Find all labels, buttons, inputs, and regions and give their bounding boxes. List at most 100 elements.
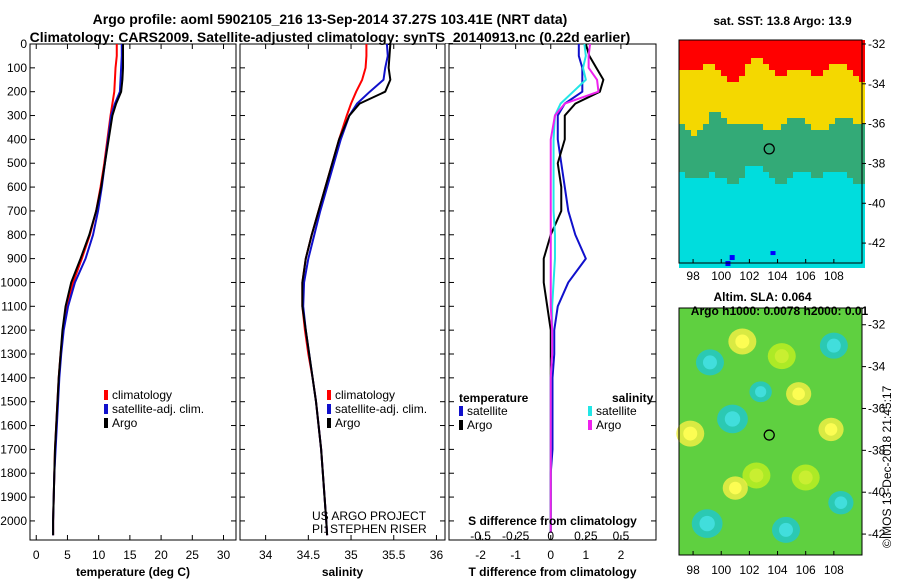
- sst-cell: [739, 58, 745, 64]
- sst-cell: [703, 220, 709, 226]
- sst-cell: [775, 244, 781, 250]
- sst-cell: [799, 130, 805, 136]
- sst-cell: [805, 172, 811, 178]
- sst-cell: [829, 244, 835, 250]
- sst-cell: [685, 166, 691, 172]
- sst-cell: [841, 250, 847, 256]
- sst-cell: [697, 196, 703, 202]
- temperature-xtick-label: 25: [186, 548, 200, 562]
- sst-cell: [769, 190, 775, 196]
- sst-cell: [781, 82, 787, 88]
- sst-cell: [829, 70, 835, 76]
- depth-tick-label: 400: [7, 132, 27, 146]
- depth-tick-label: 1700: [0, 442, 27, 456]
- sst-cell: [775, 130, 781, 136]
- sst-cell: [721, 232, 727, 238]
- sst-cell: [847, 256, 853, 262]
- sst-cell: [829, 58, 835, 64]
- sst-cell: [751, 196, 757, 202]
- sst-cell: [805, 238, 811, 244]
- sst-cell: [781, 190, 787, 196]
- sst-cell: [829, 178, 835, 184]
- sst-cell: [793, 148, 799, 154]
- sst-cell: [739, 148, 745, 154]
- temperature-xlabel: temperature (deg C): [76, 565, 190, 579]
- sst-cell: [769, 262, 775, 268]
- sst-cell: [847, 118, 853, 124]
- sst-cell: [679, 40, 685, 46]
- sst-cell: [697, 58, 703, 64]
- sst-cell: [781, 76, 787, 82]
- sst-cell: [703, 160, 709, 166]
- sst-cell: [697, 64, 703, 70]
- sst-cell: [817, 262, 823, 268]
- sst-cell: [841, 118, 847, 124]
- sst-cell: [775, 154, 781, 160]
- sst-cell: [757, 220, 763, 226]
- sst-cell: [685, 250, 691, 256]
- sst-cell: [805, 154, 811, 160]
- sst-cell: [817, 178, 823, 184]
- sst-cell: [703, 190, 709, 196]
- sst-cell: [805, 256, 811, 262]
- salinity-xtick-label: 36: [430, 548, 444, 562]
- sst-cell: [817, 70, 823, 76]
- sst-cell: [853, 118, 859, 124]
- sst-cell: [733, 40, 739, 46]
- sst-cell: [835, 64, 841, 70]
- sst-cell: [817, 220, 823, 226]
- sst-cell: [727, 46, 733, 52]
- depth-tick-label: 1800: [0, 466, 27, 480]
- sst-cell: [817, 100, 823, 106]
- sst-cell: [805, 202, 811, 208]
- sst-cell: [853, 130, 859, 136]
- sst-cell: [823, 250, 829, 256]
- sst-cell: [787, 160, 793, 166]
- sst-cell: [685, 196, 691, 202]
- sst-cell: [733, 166, 739, 172]
- sst-cell: [739, 82, 745, 88]
- sla-eddy-core: [683, 426, 698, 441]
- sst-cell: [697, 82, 703, 88]
- sst-cell: [721, 178, 727, 184]
- sst-cell: [853, 196, 859, 202]
- sst-cell: [721, 142, 727, 148]
- sst-cell: [811, 262, 817, 268]
- sst-cell: [715, 226, 721, 232]
- sst-cell: [835, 88, 841, 94]
- sst-cell: [727, 142, 733, 148]
- sst-cell: [733, 184, 739, 190]
- sst-cell: [805, 82, 811, 88]
- sst-cell: [823, 142, 829, 148]
- sst-cell: [823, 166, 829, 172]
- sst-cell: [709, 250, 715, 256]
- sst-cell: [829, 46, 835, 52]
- sst-cell: [841, 202, 847, 208]
- sst-cell: [781, 52, 787, 58]
- sst-ytick-label: -32: [868, 37, 886, 51]
- sst-cell: [811, 244, 817, 250]
- sst-cell: [751, 106, 757, 112]
- sst-cell: [829, 142, 835, 148]
- sst-cell: [835, 100, 841, 106]
- sst-cell: [829, 154, 835, 160]
- sst-cell: [757, 106, 763, 112]
- sst-cell: [685, 124, 691, 130]
- sst-cell: [745, 100, 751, 106]
- sst-cell: [697, 160, 703, 166]
- sst-cell: [703, 172, 709, 178]
- sst-cell: [715, 238, 721, 244]
- sst-cell: [733, 202, 739, 208]
- legend-title-temperature: temperature: [459, 391, 529, 405]
- sst-cell: [787, 136, 793, 142]
- sst-cell: [733, 124, 739, 130]
- sst-cell: [685, 178, 691, 184]
- sst-cell: [769, 52, 775, 58]
- sst-cell: [709, 214, 715, 220]
- sla-xtick-label: 102: [739, 563, 759, 577]
- sst-cell: [733, 130, 739, 136]
- sst-cell: [715, 244, 721, 250]
- sst-cell: [811, 220, 817, 226]
- sst-cell: [811, 136, 817, 142]
- sst-cell: [817, 46, 823, 52]
